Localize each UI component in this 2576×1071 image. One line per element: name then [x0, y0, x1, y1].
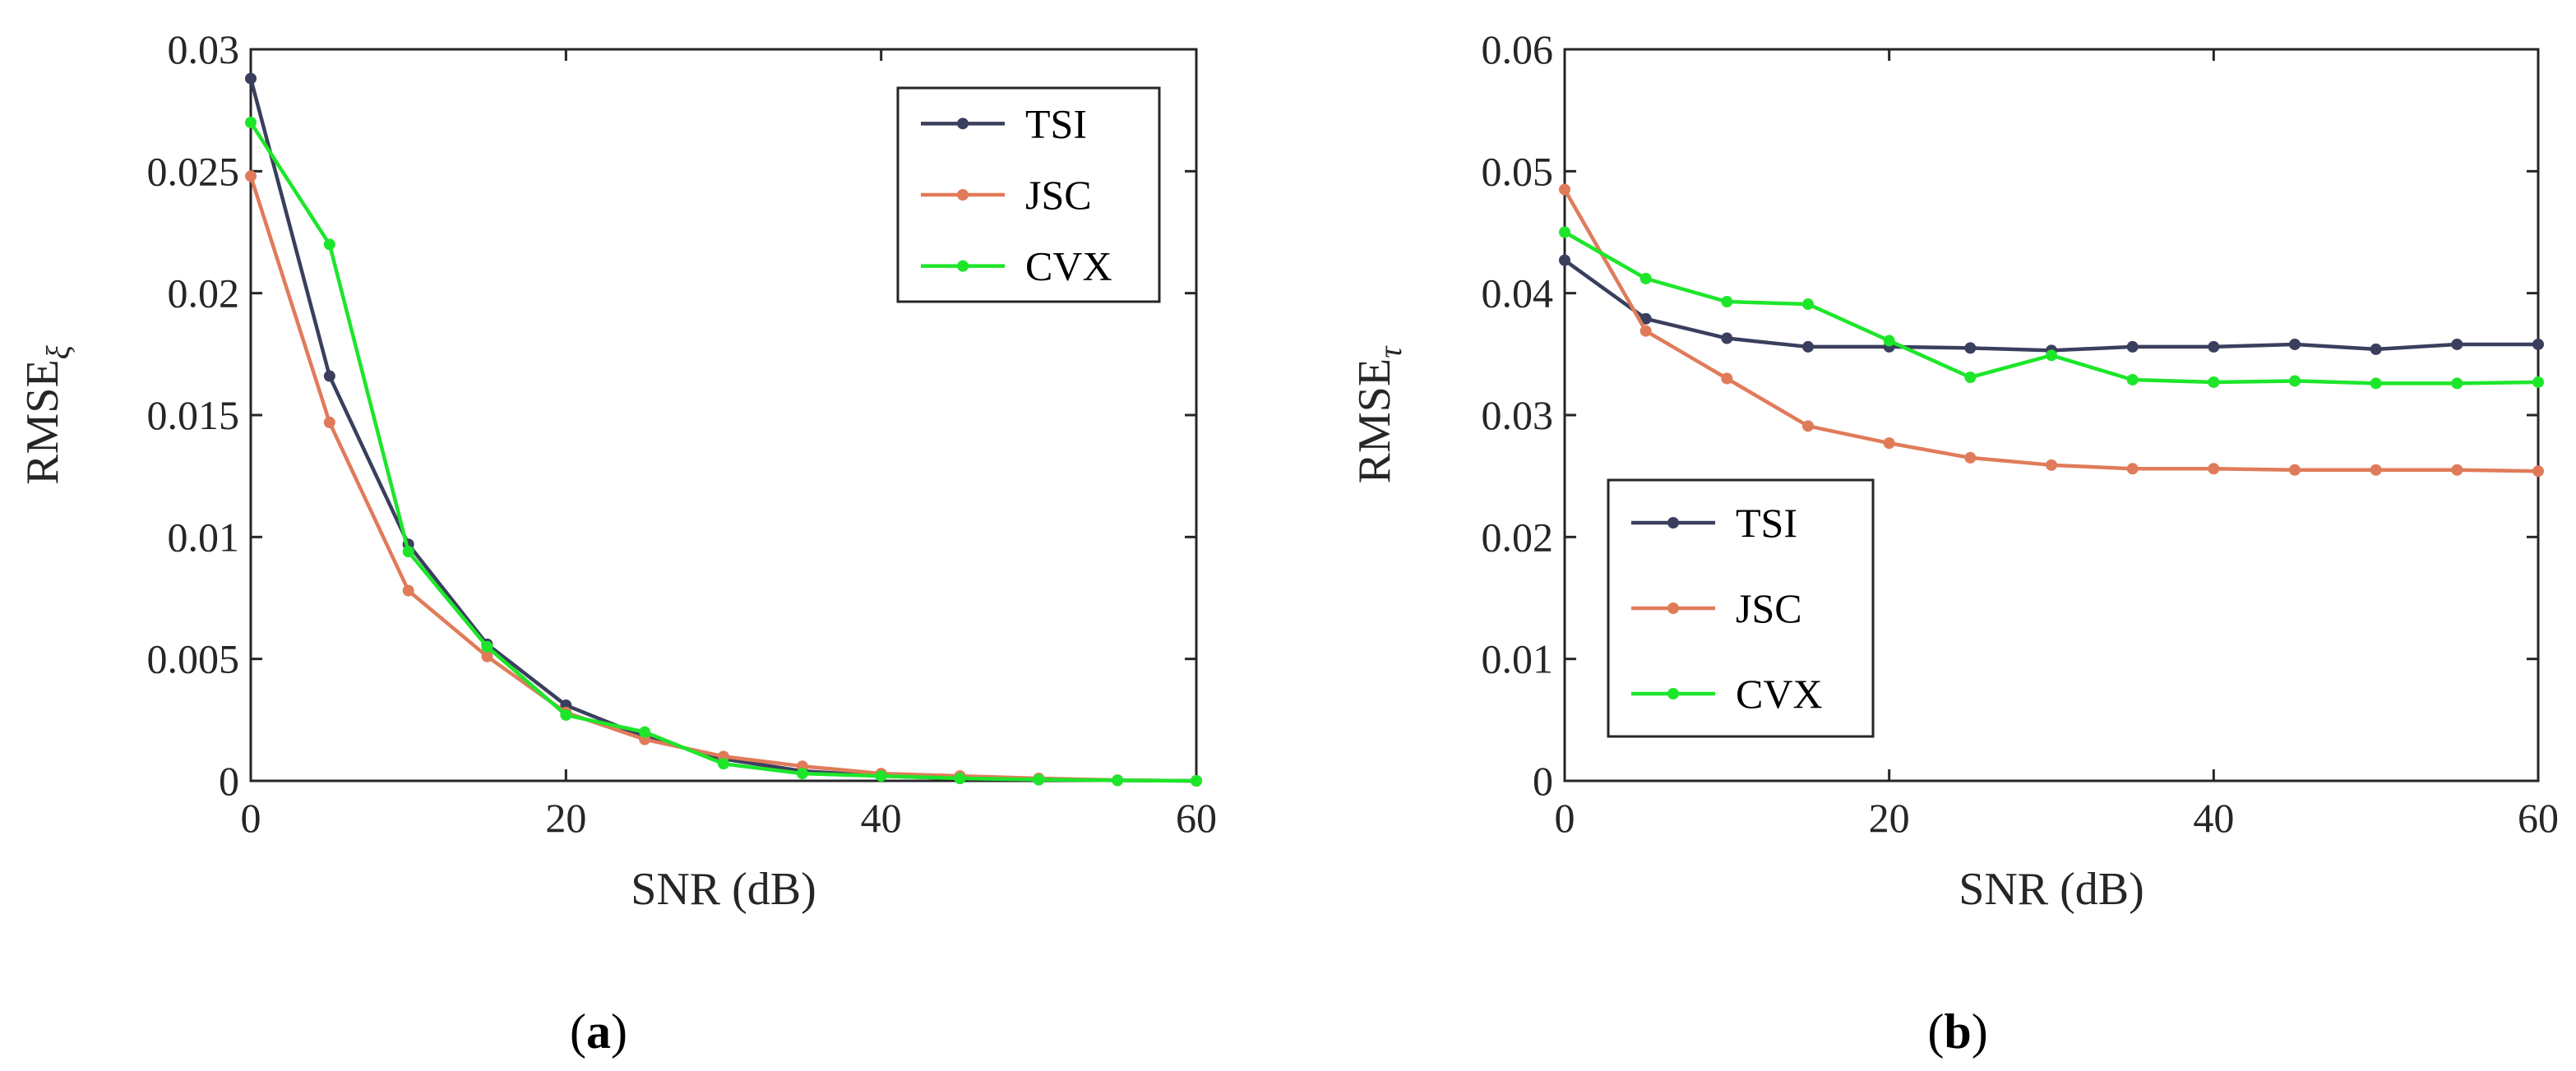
data-point-jsc — [2532, 465, 2544, 478]
x-tick-label: 40 — [2193, 795, 2234, 841]
legend-label-jsc: JSC — [1025, 172, 1092, 218]
y-tick-label: 0.06 — [1482, 26, 1554, 72]
x-axis-label: SNR (dB) — [631, 864, 816, 915]
legend-marker-jsc — [1667, 602, 1679, 614]
data-point-tsi — [323, 370, 335, 382]
legend-marker-tsi — [957, 118, 969, 130]
legend-marker-tsi — [1667, 517, 1679, 529]
legend-marker-jsc — [957, 189, 969, 201]
data-point-jsc — [2046, 459, 2057, 471]
data-point-tsi — [2289, 338, 2301, 350]
data-point-cvx — [954, 773, 966, 785]
x-tick-label: 0 — [1555, 795, 1575, 841]
data-point-cvx — [1033, 773, 1045, 786]
data-point-cvx — [2046, 349, 2057, 362]
data-point-cvx — [2532, 376, 2544, 388]
data-point-cvx — [245, 117, 257, 128]
y-tick-label: 0.04 — [1482, 270, 1554, 316]
x-tick-label: 60 — [2518, 795, 2559, 841]
data-point-tsi — [2451, 338, 2463, 350]
data-point-jsc — [481, 650, 493, 662]
data-point-jsc — [245, 170, 257, 182]
y-tick-label: 0 — [219, 758, 239, 804]
x-tick-label: 40 — [861, 795, 902, 841]
chart-a: 0 20 40 60 0 0.005 0.01 0.015 0.02 0.025 0.03 SNR (… — [17, 26, 1217, 915]
data-point-cvx — [2126, 373, 2139, 385]
data-point-tsi — [1721, 332, 1733, 344]
data-point-tsi — [1639, 312, 1652, 325]
data-point-cvx — [560, 709, 572, 721]
y-tick-label: 0.01 — [168, 514, 240, 560]
x-tick-label: 0 — [241, 795, 261, 841]
data-point-cvx — [718, 758, 729, 770]
y-axis-label: RMSEξ — [17, 344, 76, 485]
data-point-jsc — [1721, 372, 1733, 385]
data-point-jsc — [2208, 463, 2220, 475]
data-point-cvx — [1191, 775, 1202, 787]
data-point-cvx — [1883, 335, 1895, 347]
data-point-jsc — [323, 416, 335, 428]
y-tick-label: 0.005 — [147, 636, 240, 682]
chart-b: 0 20 40 60 0 0.01 0.02 0.03 0.04 0.05 0.06 SNR (dB)… — [1349, 26, 2559, 915]
data-point-cvx — [875, 770, 887, 782]
legend-marker-cvx — [957, 260, 969, 272]
x-axis-label: SNR (dB) — [1959, 864, 2144, 915]
legend-label-cvx: CVX — [1025, 243, 1112, 289]
data-point-jsc — [1964, 451, 1977, 464]
data-point-cvx — [1721, 296, 1733, 308]
y-tick-label: 0.02 — [168, 270, 240, 316]
data-point-tsi — [2126, 340, 2139, 353]
data-point-tsi — [2532, 338, 2544, 350]
legend-label-cvx: CVX — [1736, 671, 1823, 717]
y-tick-label: 0.03 — [1482, 392, 1554, 438]
x-tick-label: 60 — [1176, 795, 1217, 841]
legend-marker-cvx — [1667, 688, 1679, 699]
data-point-cvx — [1112, 774, 1124, 787]
data-point-tsi — [2370, 343, 2382, 355]
y-tick-label: 0.02 — [1482, 514, 1554, 560]
data-point-jsc — [1802, 420, 1814, 432]
data-point-cvx — [1964, 372, 1977, 384]
legend-label-tsi: TSI — [1025, 100, 1087, 146]
data-point-cvx — [796, 768, 808, 780]
data-point-jsc — [2289, 464, 2301, 476]
data-point-cvx — [481, 640, 493, 653]
panel-label-a: (a) — [570, 1004, 627, 1059]
data-point-tsi — [1559, 254, 1570, 266]
x-tick-label: 20 — [1869, 795, 1910, 841]
data-point-tsi — [245, 72, 257, 85]
data-point-jsc — [2126, 463, 2139, 475]
data-point-cvx — [323, 238, 335, 251]
data-point-cvx — [2289, 375, 2301, 387]
y-tick-label: 0.03 — [168, 26, 240, 72]
data-point-cvx — [2370, 377, 2382, 390]
data-point-tsi — [2208, 340, 2220, 353]
data-point-jsc — [1639, 325, 1652, 337]
y-tick-label: 0.025 — [147, 148, 240, 194]
data-point-cvx — [1559, 226, 1570, 238]
x-tick-label: 20 — [545, 795, 586, 841]
data-point-tsi — [1802, 340, 1814, 353]
legend-label-jsc: JSC — [1736, 585, 1802, 631]
data-point-jsc — [2451, 464, 2463, 476]
y-tick-label: 0.01 — [1482, 636, 1554, 682]
y-tick-label: 0.05 — [1482, 148, 1554, 194]
data-point-cvx — [1639, 272, 1652, 284]
y-tick-label: 0.015 — [147, 392, 240, 438]
data-point-cvx — [402, 546, 414, 558]
y-tick-label: 0 — [1533, 758, 1553, 804]
data-point-jsc — [2370, 464, 2382, 476]
data-point-cvx — [1802, 298, 1814, 311]
data-point-cvx — [2451, 377, 2463, 390]
data-point-cvx — [639, 726, 651, 738]
panel-label-b: (b) — [1927, 1004, 1987, 1059]
data-point-jsc — [402, 584, 414, 597]
y-axis-label: RMSEτ — [1349, 345, 1408, 484]
data-point-tsi — [1964, 342, 1977, 354]
legend-label-tsi: TSI — [1736, 500, 1797, 546]
data-point-jsc — [1883, 437, 1895, 450]
data-point-jsc — [1559, 183, 1570, 196]
data-point-cvx — [2208, 376, 2220, 388]
